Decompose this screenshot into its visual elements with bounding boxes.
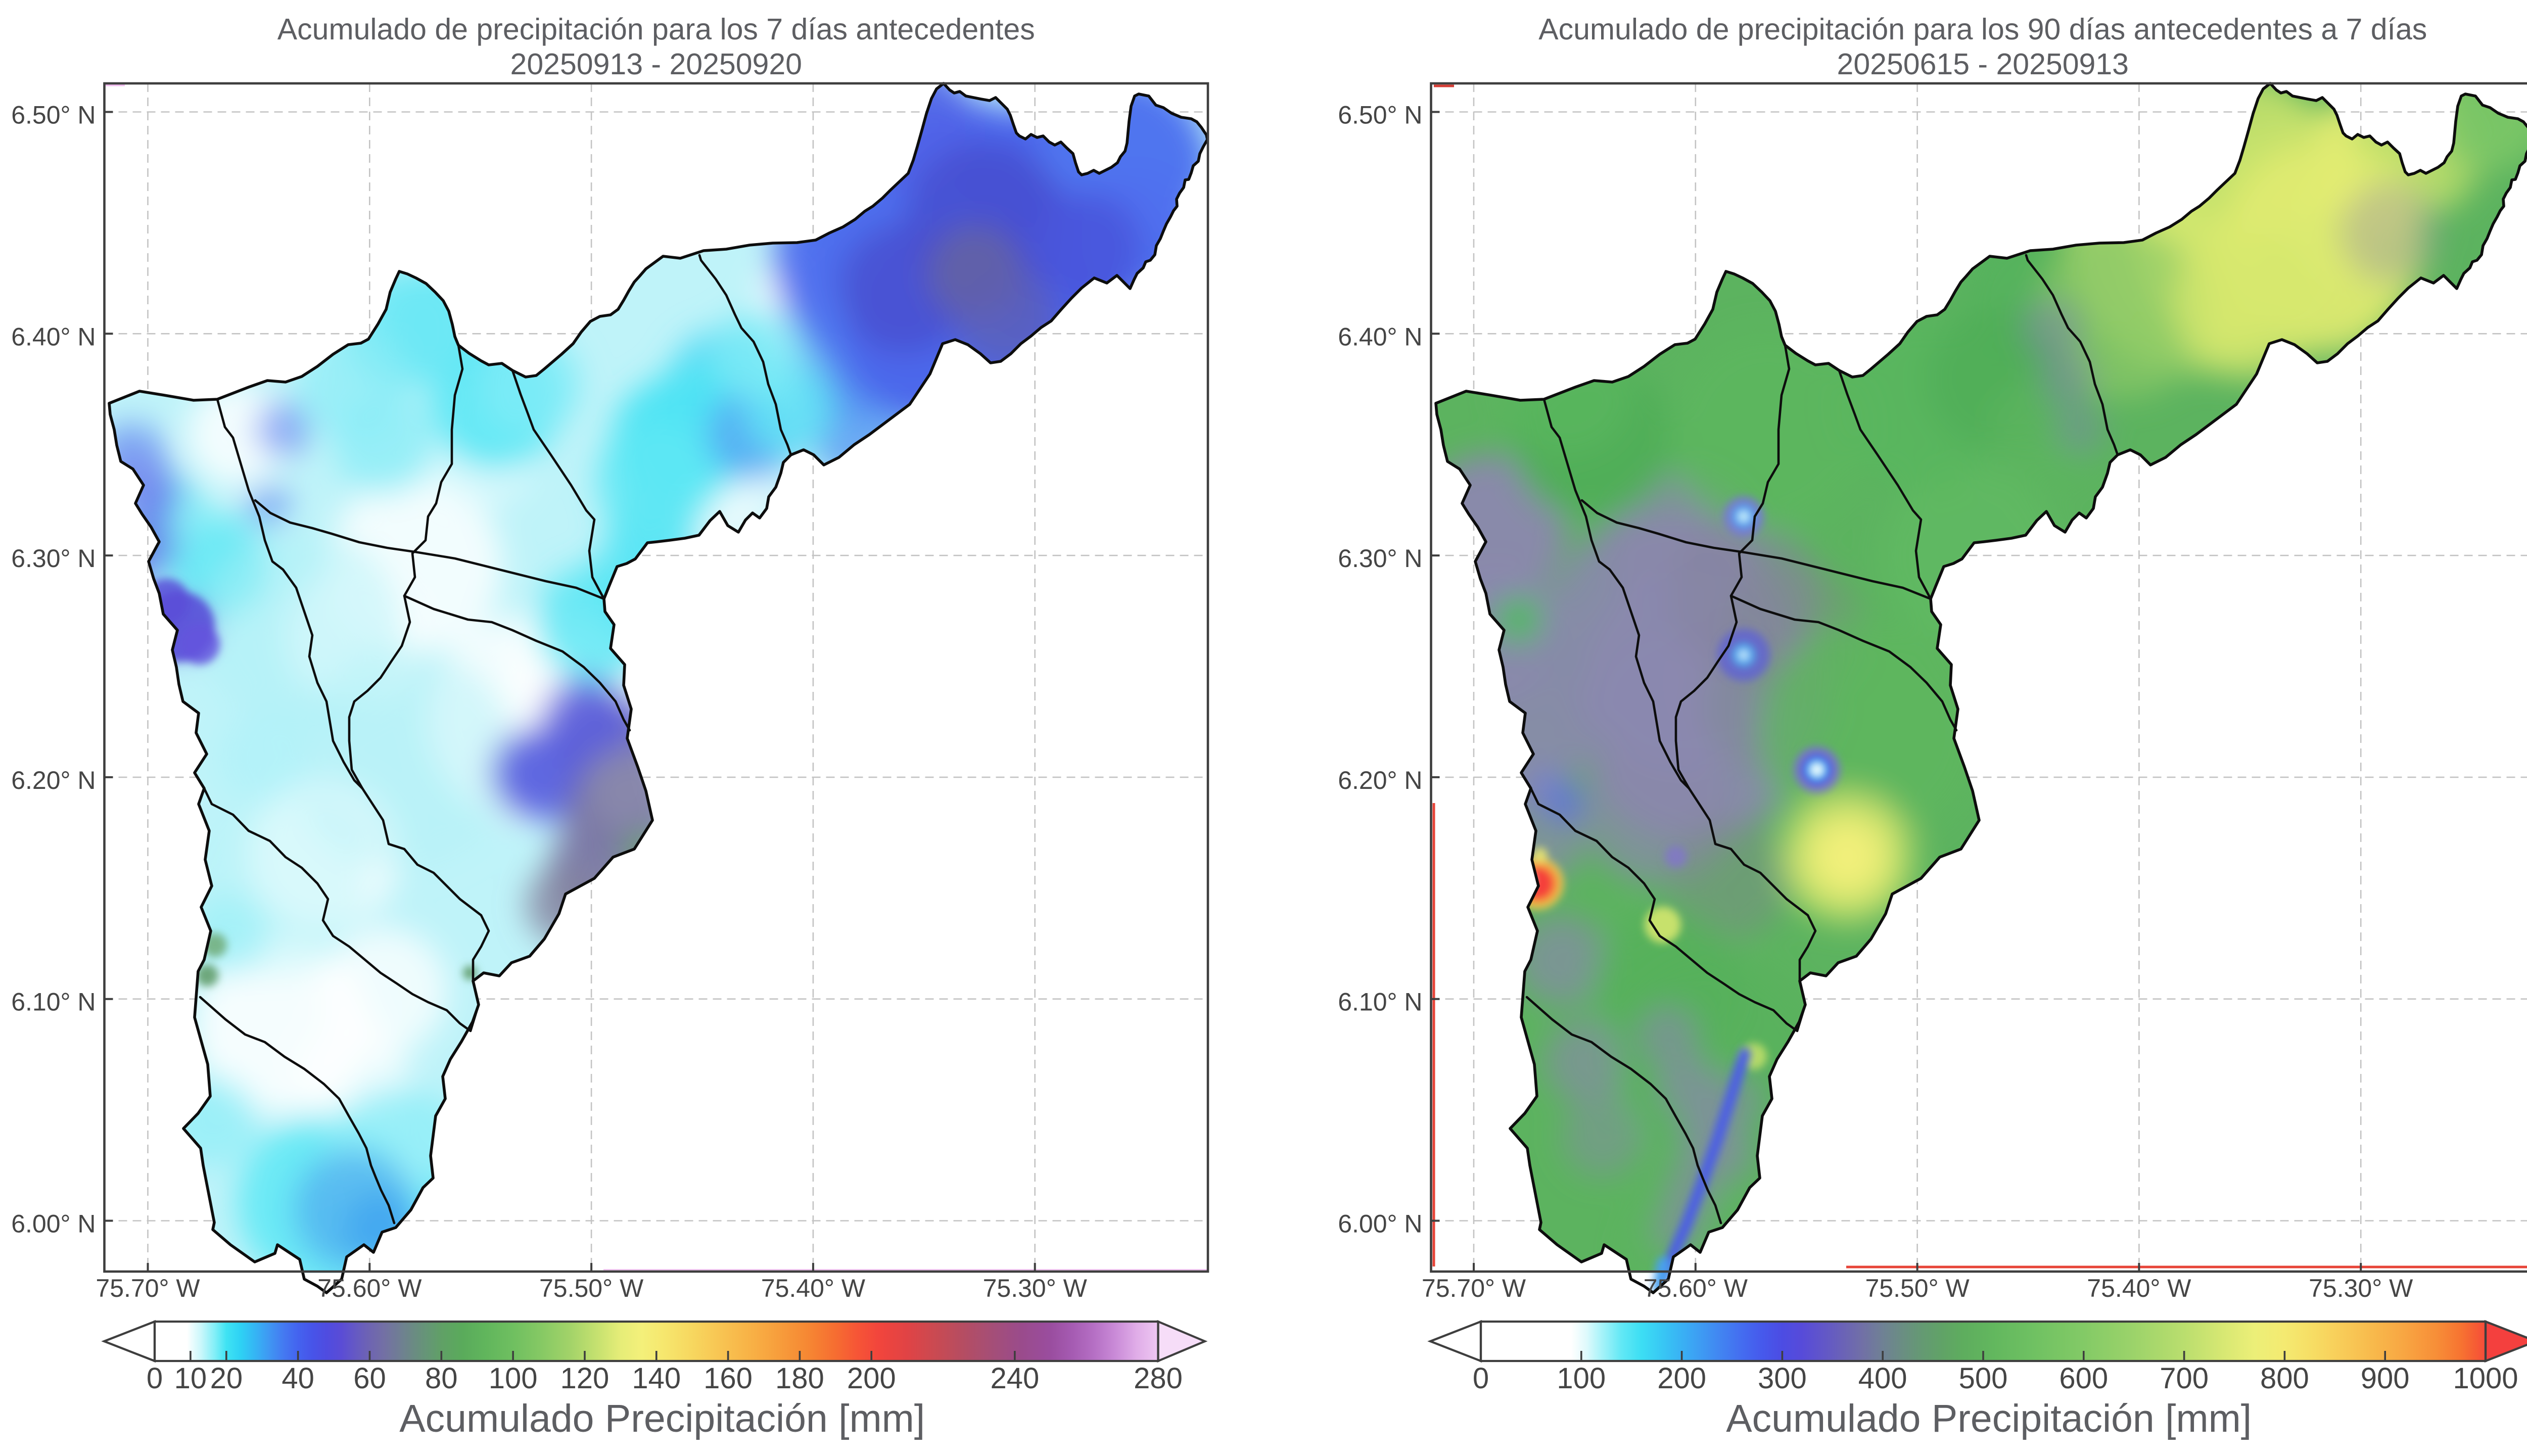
svg-text:1000: 1000 xyxy=(2453,1362,2518,1395)
svg-text:0: 0 xyxy=(147,1362,163,1395)
svg-text:6.20° N: 6.20° N xyxy=(1338,766,1422,794)
svg-text:75.60° W: 75.60° W xyxy=(1644,1274,1748,1302)
svg-text:6.50° N: 6.50° N xyxy=(1338,101,1422,129)
svg-text:Acumulado de precipitación par: Acumulado de precipitación para los 90 d… xyxy=(1538,13,2427,46)
svg-text:10: 10 xyxy=(174,1362,207,1395)
svg-text:75.30° W: 75.30° W xyxy=(2309,1274,2413,1302)
svg-text:75.70° W: 75.70° W xyxy=(96,1274,200,1302)
svg-text:280: 280 xyxy=(1134,1362,1183,1395)
svg-text:6.20° N: 6.20° N xyxy=(11,766,96,794)
svg-text:160: 160 xyxy=(704,1362,753,1395)
svg-text:100: 100 xyxy=(1557,1362,1606,1395)
svg-text:Acumulado Precipitación [mm]: Acumulado Precipitación [mm] xyxy=(1726,1397,2252,1440)
svg-text:75.30° W: 75.30° W xyxy=(983,1274,1088,1302)
svg-text:240: 240 xyxy=(990,1362,1039,1395)
svg-text:80: 80 xyxy=(425,1362,458,1395)
svg-text:Acumulado Precipitación [mm]: Acumulado Precipitación [mm] xyxy=(399,1397,925,1440)
svg-text:20250913 - 20250920: 20250913 - 20250920 xyxy=(510,48,802,81)
svg-text:20: 20 xyxy=(210,1362,243,1395)
svg-text:200: 200 xyxy=(847,1362,896,1395)
svg-text:6.00° N: 6.00° N xyxy=(11,1210,96,1238)
svg-text:20250615 - 20250913: 20250615 - 20250913 xyxy=(1837,48,2129,81)
svg-text:6.50° N: 6.50° N xyxy=(11,101,96,129)
svg-text:120: 120 xyxy=(560,1362,610,1395)
svg-text:0: 0 xyxy=(1473,1362,1489,1395)
svg-text:6.40° N: 6.40° N xyxy=(1338,322,1422,351)
svg-text:75.70° W: 75.70° W xyxy=(1422,1274,1526,1302)
svg-text:200: 200 xyxy=(1657,1362,1706,1395)
svg-text:6.10° N: 6.10° N xyxy=(1338,988,1422,1016)
svg-text:500: 500 xyxy=(1959,1362,2008,1395)
svg-text:Acumulado de precipitación par: Acumulado de precipitación para los 7 dí… xyxy=(277,13,1035,46)
svg-text:6.30° N: 6.30° N xyxy=(11,544,96,573)
svg-text:700: 700 xyxy=(2160,1362,2209,1395)
svg-text:800: 800 xyxy=(2260,1362,2309,1395)
svg-text:600: 600 xyxy=(2059,1362,2108,1395)
svg-text:75.40° W: 75.40° W xyxy=(761,1274,866,1302)
svg-text:400: 400 xyxy=(1858,1362,1907,1395)
svg-text:75.50° W: 75.50° W xyxy=(539,1274,644,1302)
svg-text:140: 140 xyxy=(632,1362,681,1395)
svg-text:100: 100 xyxy=(489,1362,538,1395)
svg-text:75.60° W: 75.60° W xyxy=(317,1274,422,1302)
svg-text:900: 900 xyxy=(2361,1362,2410,1395)
svg-text:6.00° N: 6.00° N xyxy=(1338,1210,1422,1238)
svg-text:40: 40 xyxy=(282,1362,314,1395)
svg-text:6.40° N: 6.40° N xyxy=(11,322,96,351)
svg-text:180: 180 xyxy=(775,1362,824,1395)
svg-text:6.30° N: 6.30° N xyxy=(1338,544,1422,573)
svg-text:300: 300 xyxy=(1758,1362,1807,1395)
svg-text:75.40° W: 75.40° W xyxy=(2087,1274,2191,1302)
svg-text:6.10° N: 6.10° N xyxy=(11,988,96,1016)
svg-text:75.50° W: 75.50° W xyxy=(1865,1274,1970,1302)
svg-text:60: 60 xyxy=(353,1362,386,1395)
